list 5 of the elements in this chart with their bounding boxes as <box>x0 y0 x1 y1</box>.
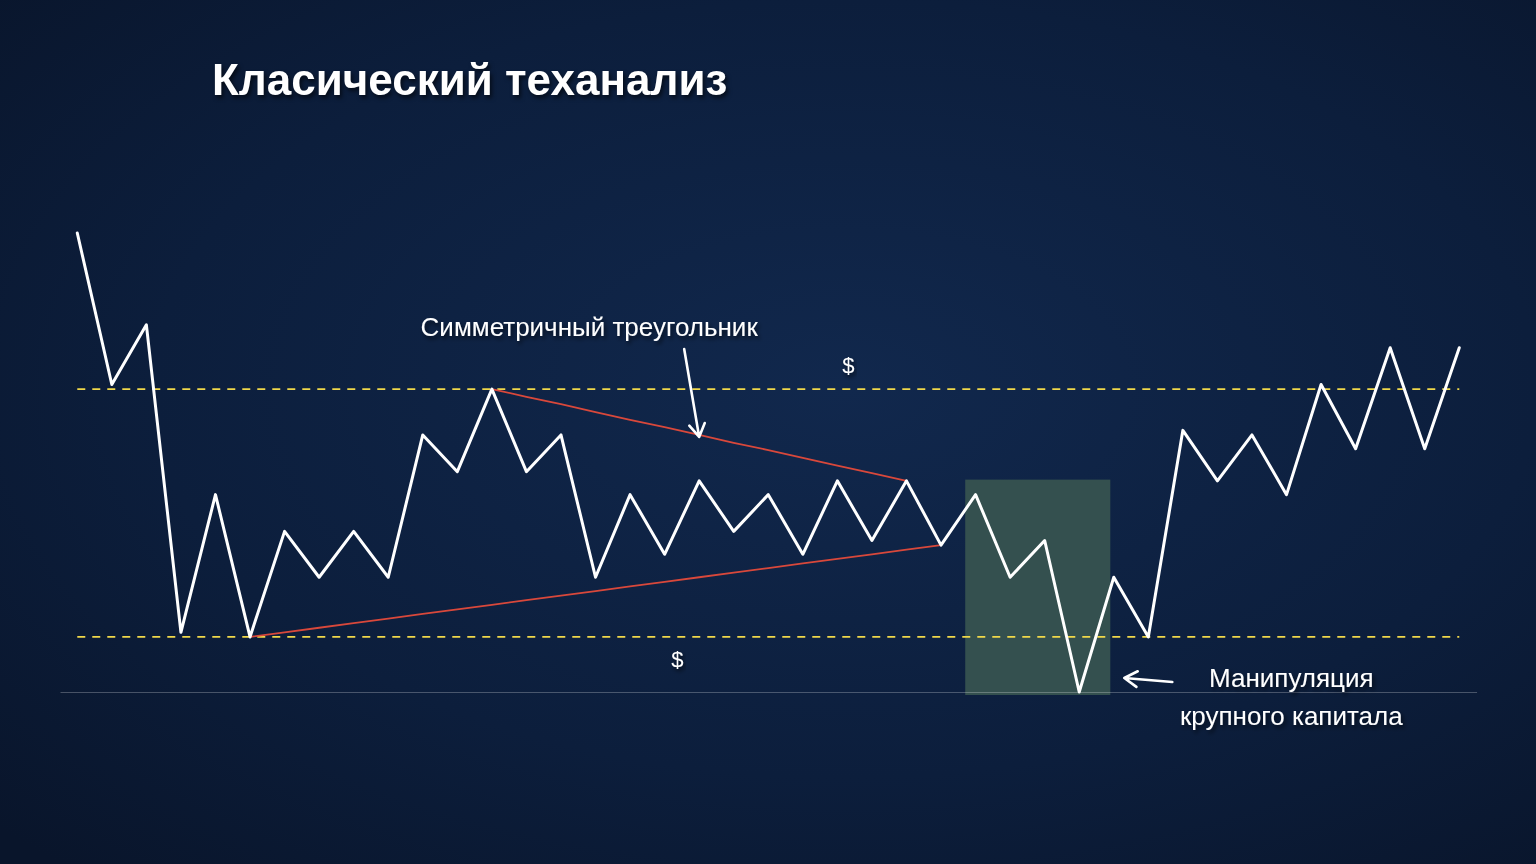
annotation: Симметричный треугольник <box>420 311 759 342</box>
ref-line-label: $ <box>841 353 855 379</box>
ref-line-label: $ <box>670 646 684 672</box>
chart-title: Класический теханализ <box>212 55 728 104</box>
annotation: Манипуляция крупного капитала <box>1179 663 1403 731</box>
